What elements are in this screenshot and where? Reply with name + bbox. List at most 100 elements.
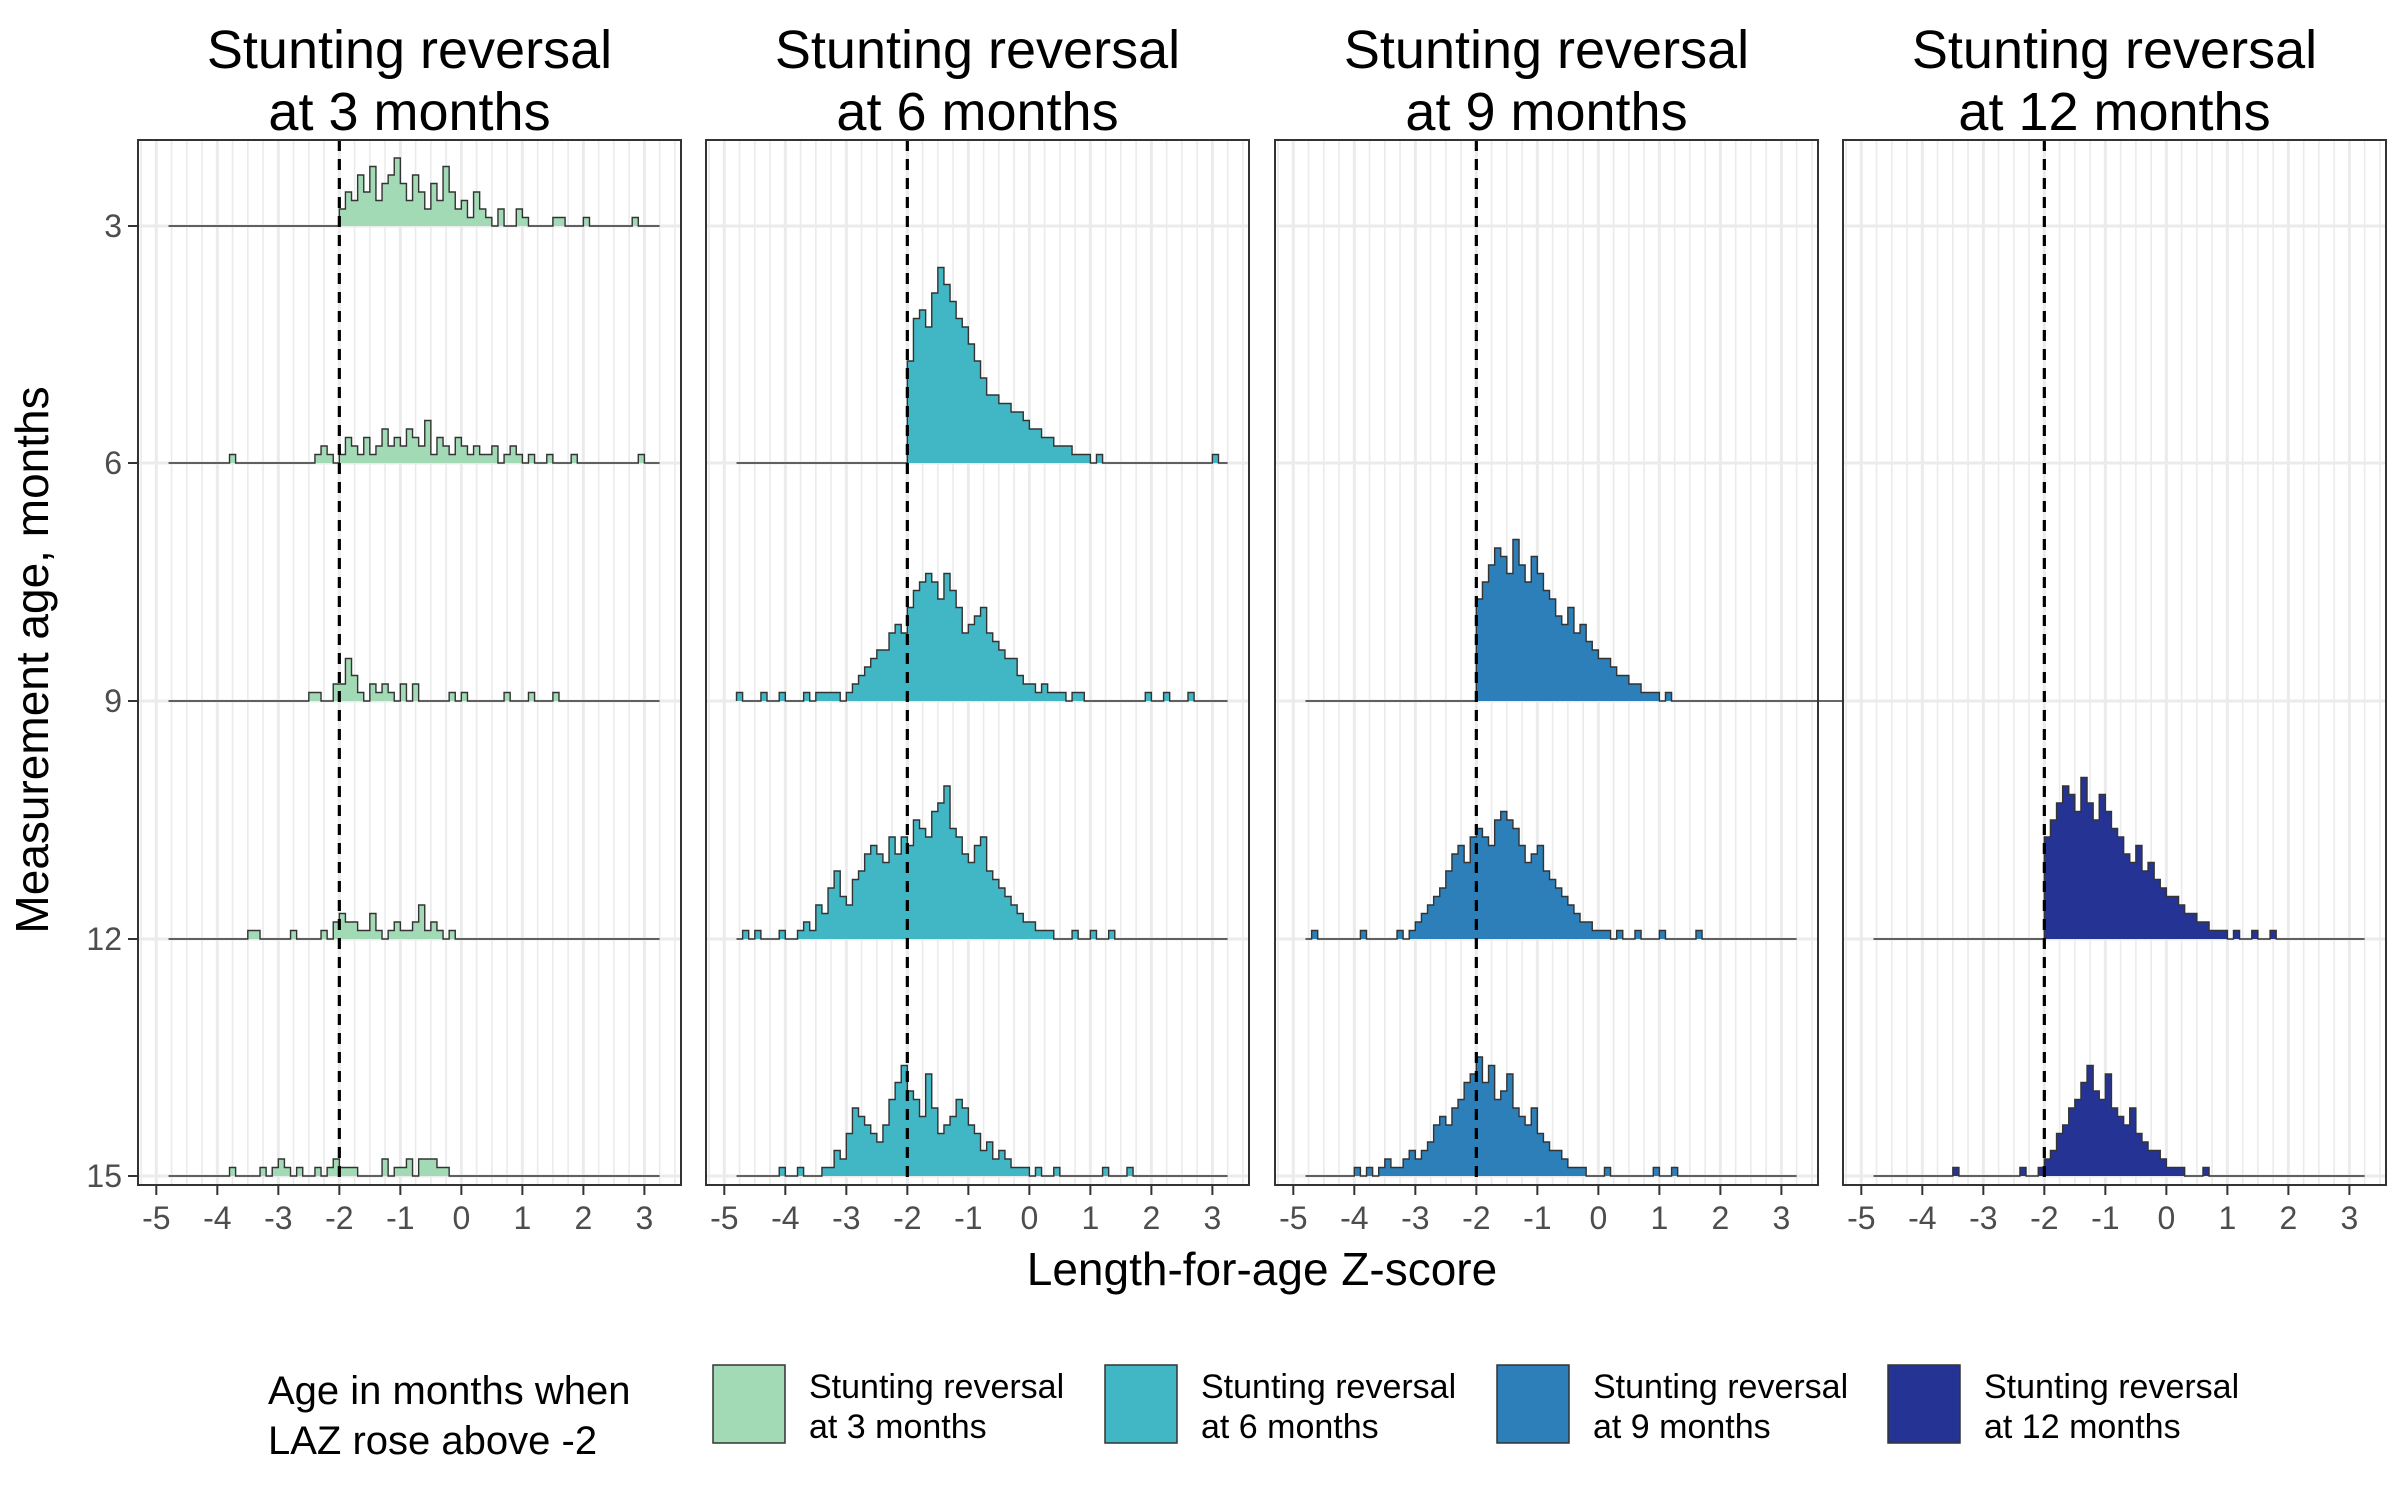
panel-border	[137, 139, 682, 1186]
y-tick-label: 9	[104, 683, 122, 719]
x-tick-label: -5	[1847, 1200, 1875, 1236]
ridge-fill	[168, 420, 660, 463]
x-tick-label: 1	[1081, 1200, 1099, 1236]
x-tick-label: 2	[1142, 1200, 1160, 1236]
ridge-outline	[1873, 1064, 2365, 1177]
x-tick-label: 2	[574, 1200, 592, 1236]
legend-key-swatch	[712, 1364, 786, 1444]
x-tick-label: -3	[832, 1200, 860, 1236]
ridge-fill	[736, 786, 1228, 939]
ridge-age-12	[1873, 776, 2365, 940]
ridge-outline	[168, 419, 660, 464]
y-tick-label: 15	[86, 1158, 122, 1194]
ridge-age-6	[168, 419, 660, 464]
x-tick-label: 1	[1650, 1200, 1668, 1236]
ridge-outline	[168, 657, 660, 702]
x-tick-label: -5	[1279, 1200, 1307, 1236]
x-tick-label: -2	[893, 1200, 921, 1236]
x-tick-label: -1	[386, 1200, 414, 1236]
x-tick-label: -1	[954, 1200, 982, 1236]
ridge-age-15	[736, 1064, 1228, 1177]
y-axis-title: Measurement age, months	[6, 386, 58, 933]
ridge-age-3	[168, 157, 660, 227]
x-tick-label: 1	[513, 1200, 531, 1236]
legend-label: Stunting reversal	[1984, 1368, 2239, 1406]
ridge-fill	[1305, 539, 2063, 701]
ridge-age-6	[736, 266, 1228, 464]
legend-key-swatch	[1887, 1364, 1961, 1444]
x-tick-label: 0	[1020, 1200, 1038, 1236]
x-tick-label: 0	[1589, 1200, 1607, 1236]
y-axis: 3 6 9 12 15	[86, 208, 138, 1194]
legend-label: at 3 months	[809, 1408, 987, 1446]
panel-background	[1843, 140, 2386, 1185]
x-tick-label: -3	[1401, 1200, 1429, 1236]
legend-key-swatch	[1104, 1364, 1178, 1444]
facet-strip-title: at 3 months	[268, 82, 550, 142]
ridge-fill	[736, 1065, 1228, 1176]
x-tick-label: 1	[2218, 1200, 2236, 1236]
ridge-age-15	[1305, 1056, 1797, 1177]
legend-title: LAZ rose above -2	[268, 1419, 597, 1463]
ridge-outline	[1305, 1056, 1797, 1177]
y-tick-label: 6	[104, 445, 122, 481]
x-tick-label: 0	[452, 1200, 470, 1236]
x-tick-label: 3	[1203, 1200, 1221, 1236]
y-tick-label: 12	[86, 921, 122, 957]
x-tick-label: 3	[2340, 1200, 2358, 1236]
x-tick-label: 2	[2279, 1200, 2297, 1236]
x-tick-label: -4	[771, 1200, 799, 1236]
panel-border	[1274, 139, 1819, 1186]
panel-border	[1842, 139, 2387, 1186]
ridge-age-15	[168, 1158, 660, 1177]
ridge-age-12	[1305, 810, 1797, 940]
ridge-fill	[1873, 1065, 2365, 1176]
ridge-age-15	[1873, 1064, 2365, 1177]
x-tick-label: -1	[1523, 1200, 1551, 1236]
x-tick-label: -3	[264, 1200, 292, 1236]
x-tick-label: 2	[1711, 1200, 1729, 1236]
ridge-outline	[168, 157, 660, 227]
facet-strip-title: Stunting reversal	[775, 20, 1180, 80]
ridge-outline	[1873, 776, 2365, 940]
panel-border	[705, 139, 1250, 1186]
facet-strip-title: Stunting reversal	[1912, 20, 2317, 80]
x-tick-label: -2	[1462, 1200, 1490, 1236]
x-tick-label: -3	[1969, 1200, 1997, 1236]
legend-label: Stunting reversal	[809, 1368, 1064, 1406]
ridge-age-12	[736, 785, 1228, 940]
facet-strip-title: at 9 months	[1405, 82, 1687, 142]
x-tick-label: -5	[710, 1200, 738, 1236]
ridge-outline	[736, 1064, 1228, 1177]
facet-strip-title: Stunting reversal	[207, 20, 612, 80]
ridge-age-12	[168, 904, 660, 940]
facet-strip-title: at 12 months	[1958, 82, 2270, 142]
ridge-fill	[1305, 1057, 1797, 1176]
ridge-outline	[736, 785, 1228, 940]
ridge-fill	[1305, 811, 1797, 939]
legend: Age in months when LAZ rose above -2 Stunt…	[268, 1364, 2239, 1463]
facet-strip-title: at 6 months	[836, 82, 1118, 142]
ridge-outline	[1305, 810, 1797, 940]
ridge-age-9	[735, 572, 1228, 702]
x-tick-label: -2	[325, 1200, 353, 1236]
x-tick-label: -4	[203, 1200, 231, 1236]
ridge-fill	[736, 267, 1228, 463]
legend-label: Stunting reversal	[1593, 1368, 1848, 1406]
ridge-fill	[736, 573, 1228, 701]
ridge-fill	[168, 158, 660, 226]
x-tick-label: -1	[2091, 1200, 2119, 1236]
x-tick-label: -2	[2030, 1200, 2058, 1236]
ridge-outline	[735, 572, 1228, 702]
ridge-outline	[168, 1158, 660, 1177]
